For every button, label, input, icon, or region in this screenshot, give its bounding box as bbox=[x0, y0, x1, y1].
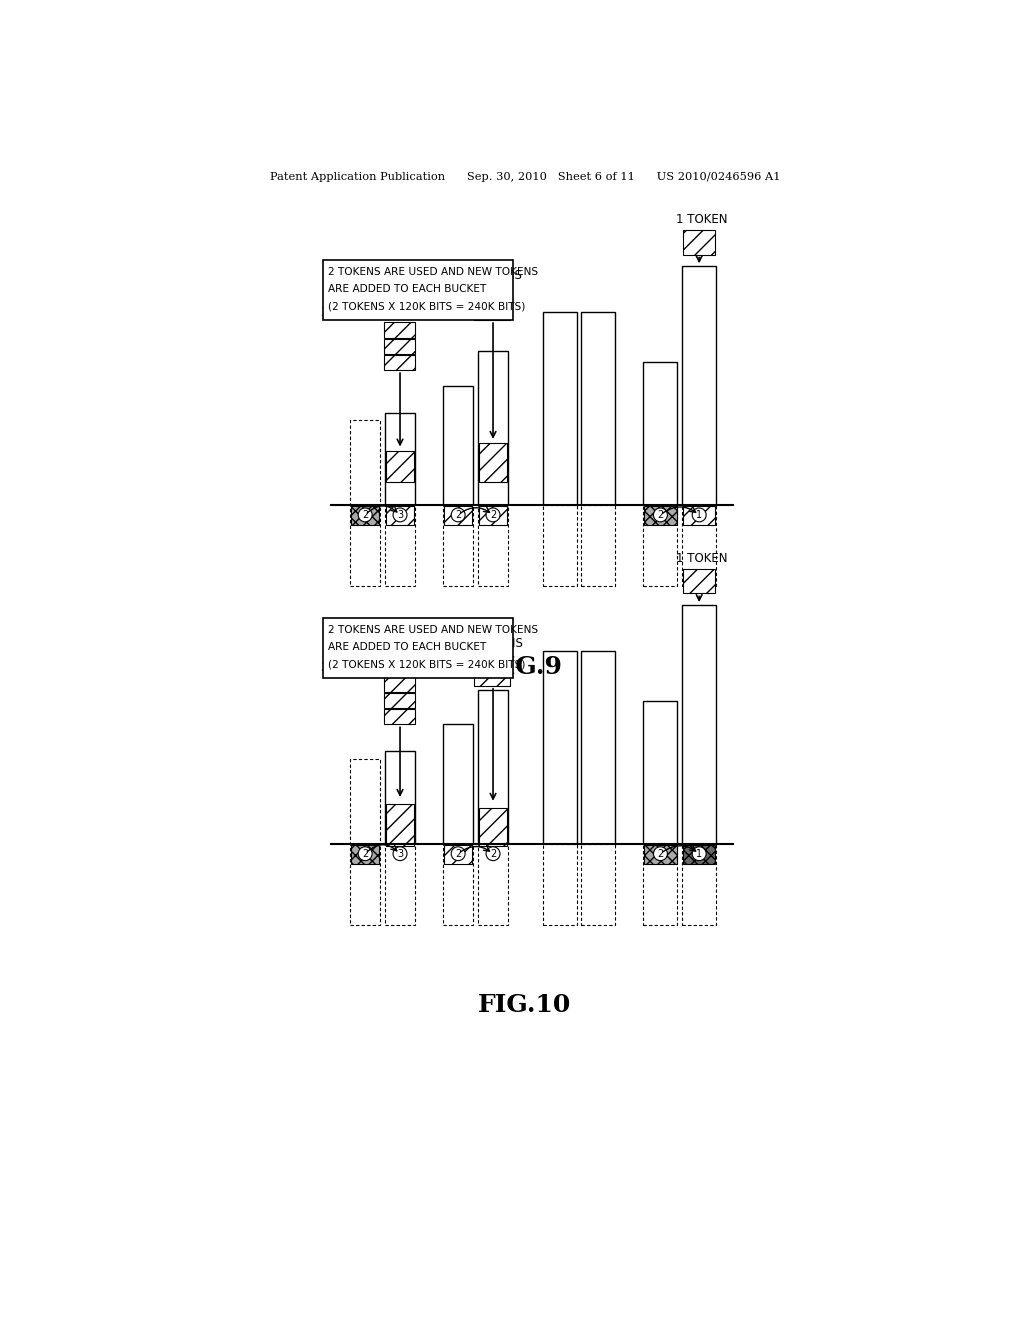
Bar bbox=[682, 605, 716, 843]
Text: ARE ADDED TO EACH BUCKET: ARE ADDED TO EACH BUCKET bbox=[328, 284, 486, 294]
Text: 2: 2 bbox=[455, 849, 461, 859]
Circle shape bbox=[452, 508, 465, 521]
Bar bbox=[444, 845, 472, 863]
Bar bbox=[543, 313, 577, 506]
Text: 2: 2 bbox=[362, 510, 369, 520]
Text: 2: 2 bbox=[657, 510, 664, 520]
Text: 2: 2 bbox=[362, 849, 369, 859]
Bar bbox=[682, 843, 716, 924]
Text: 2: 2 bbox=[489, 849, 497, 859]
Text: 1: 1 bbox=[696, 510, 702, 520]
Bar bbox=[643, 701, 678, 843]
Circle shape bbox=[393, 508, 407, 521]
Bar bbox=[682, 504, 716, 586]
Text: 1: 1 bbox=[696, 849, 702, 859]
Text: 2: 2 bbox=[455, 510, 461, 520]
Text: (2 TOKENS X 120K BITS = 240K BITS): (2 TOKENS X 120K BITS = 240K BITS) bbox=[328, 301, 525, 312]
Bar bbox=[683, 230, 716, 255]
Bar bbox=[444, 507, 472, 525]
Bar bbox=[478, 351, 508, 506]
Bar bbox=[479, 507, 507, 525]
Bar bbox=[386, 451, 414, 482]
Text: 2 TOKENS: 2 TOKENS bbox=[464, 636, 522, 649]
Bar bbox=[478, 504, 508, 586]
Bar bbox=[385, 751, 415, 843]
Circle shape bbox=[393, 847, 407, 861]
Bar bbox=[351, 845, 379, 863]
Bar bbox=[443, 843, 473, 924]
Bar bbox=[384, 339, 415, 354]
Bar bbox=[479, 808, 507, 846]
Bar bbox=[350, 420, 380, 506]
Bar bbox=[683, 569, 716, 594]
Bar bbox=[324, 618, 513, 678]
Bar bbox=[582, 504, 615, 586]
Bar bbox=[350, 504, 380, 586]
Text: (2 TOKENS X 120K BITS = 240K BITS): (2 TOKENS X 120K BITS = 240K BITS) bbox=[328, 660, 525, 669]
Bar bbox=[324, 260, 513, 321]
Text: FIG.10: FIG.10 bbox=[478, 994, 571, 1018]
Bar bbox=[582, 843, 615, 924]
Bar bbox=[443, 725, 473, 843]
Bar bbox=[643, 504, 678, 586]
Bar bbox=[474, 653, 510, 686]
Bar bbox=[385, 843, 415, 924]
Text: 2: 2 bbox=[489, 510, 497, 520]
Text: 2 TOKENS: 2 TOKENS bbox=[463, 268, 521, 281]
Bar bbox=[350, 843, 380, 924]
Bar bbox=[350, 759, 380, 843]
Circle shape bbox=[486, 847, 500, 861]
Circle shape bbox=[692, 508, 707, 521]
Bar bbox=[582, 313, 615, 506]
Text: 3: 3 bbox=[397, 849, 403, 859]
Bar bbox=[443, 385, 473, 506]
Bar bbox=[644, 507, 677, 525]
Bar bbox=[543, 843, 577, 924]
Circle shape bbox=[653, 508, 668, 521]
Circle shape bbox=[358, 847, 372, 861]
Bar bbox=[478, 843, 508, 924]
Bar bbox=[443, 504, 473, 586]
Bar bbox=[682, 267, 716, 506]
Circle shape bbox=[486, 508, 500, 521]
Bar bbox=[479, 444, 507, 482]
Bar bbox=[543, 651, 577, 843]
Bar bbox=[474, 285, 510, 321]
Bar bbox=[643, 363, 678, 506]
Bar bbox=[683, 507, 716, 525]
Bar bbox=[582, 651, 615, 843]
Bar bbox=[385, 413, 415, 506]
Circle shape bbox=[358, 508, 372, 521]
Circle shape bbox=[452, 847, 465, 861]
Bar bbox=[384, 693, 415, 708]
Text: 3 TOKENS: 3 TOKENS bbox=[322, 306, 380, 319]
Bar bbox=[543, 504, 577, 586]
Text: 2 TOKENS ARE USED AND NEW TOKENS: 2 TOKENS ARE USED AND NEW TOKENS bbox=[328, 626, 538, 635]
Bar bbox=[351, 507, 379, 525]
Bar bbox=[386, 804, 414, 846]
Bar bbox=[384, 677, 415, 692]
Circle shape bbox=[692, 847, 707, 861]
Text: ARE ADDED TO EACH BUCKET: ARE ADDED TO EACH BUCKET bbox=[328, 643, 486, 652]
Circle shape bbox=[653, 847, 668, 861]
Text: Patent Application Publication      Sep. 30, 2010   Sheet 6 of 11      US 2010/0: Patent Application Publication Sep. 30, … bbox=[269, 172, 780, 182]
Text: 1 TOKEN: 1 TOKEN bbox=[676, 552, 727, 565]
Bar bbox=[384, 355, 415, 370]
Text: 3 TOKENS: 3 TOKENS bbox=[322, 660, 380, 673]
Text: 2 TOKENS ARE USED AND NEW TOKENS: 2 TOKENS ARE USED AND NEW TOKENS bbox=[328, 267, 538, 277]
Text: FIG.9: FIG.9 bbox=[486, 655, 563, 678]
Bar bbox=[385, 504, 415, 586]
Bar bbox=[384, 709, 415, 725]
Bar bbox=[644, 845, 677, 863]
Text: 1 TOKEN: 1 TOKEN bbox=[676, 213, 727, 226]
Text: 2: 2 bbox=[657, 849, 664, 859]
Text: 3: 3 bbox=[397, 510, 403, 520]
Bar bbox=[384, 322, 415, 338]
Bar bbox=[643, 843, 678, 924]
Bar bbox=[683, 845, 716, 863]
Bar bbox=[386, 507, 414, 525]
Bar bbox=[478, 689, 508, 843]
